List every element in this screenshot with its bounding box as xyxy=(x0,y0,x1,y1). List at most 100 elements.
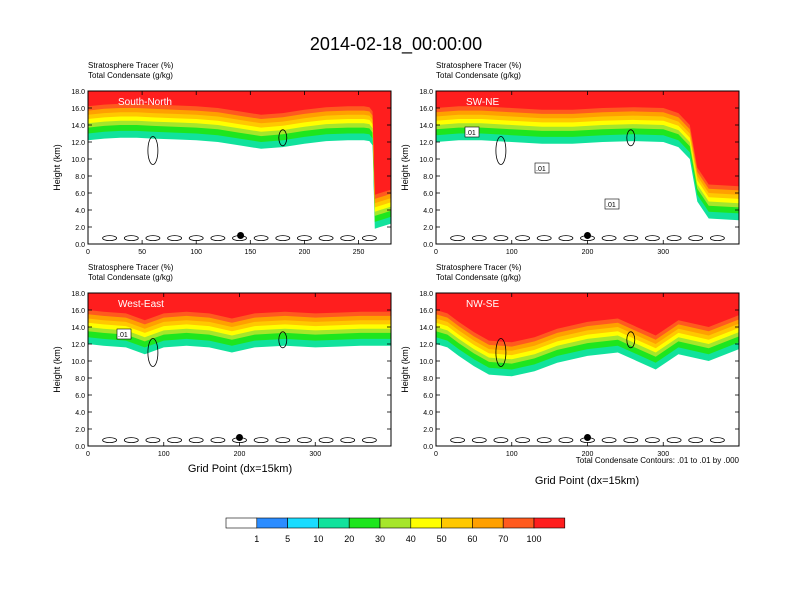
y-tick-label: 6.0 xyxy=(423,191,433,198)
colorbar-label: 40 xyxy=(406,534,416,544)
y-tick-label: 10.0 xyxy=(419,359,433,366)
y-tick-label: 0.0 xyxy=(75,444,85,451)
cloud-contour xyxy=(253,235,269,242)
tracer-band-4 xyxy=(88,91,391,212)
contour-note: Total Condensate Contours: .01 to .01 by… xyxy=(576,456,740,465)
cloud-contour xyxy=(188,437,204,444)
colorbar-swatch xyxy=(225,517,258,529)
tracer-band-0 xyxy=(88,91,391,195)
x-axis: 0 100 200 300 xyxy=(86,293,321,458)
tracer-field xyxy=(88,91,391,242)
colorbar-label: 20 xyxy=(344,534,354,544)
tracer-band-3 xyxy=(88,91,391,208)
cloud-contour xyxy=(450,235,466,242)
y-axis-label: Height (km) xyxy=(52,144,62,191)
cloud-contour xyxy=(147,338,159,367)
tracer-field xyxy=(436,293,739,444)
contour-label: .01 xyxy=(466,130,476,137)
cloud-contour xyxy=(536,437,552,444)
cloud-contour xyxy=(493,437,509,444)
y-axis: 0.0 2.0 4.0 6.0 8.0 10.0 12.0 14.0 16.0 18.0 xyxy=(419,89,739,249)
y-tick-label: 14.0 xyxy=(71,325,85,332)
tracer-band-0 xyxy=(436,91,739,187)
cloud-contour xyxy=(645,437,660,444)
cloud-contour xyxy=(340,437,356,444)
y-tick-label: 12.0 xyxy=(71,342,85,349)
cloud-contour xyxy=(275,437,291,444)
cloud-contour xyxy=(296,437,312,444)
cloud-contour xyxy=(145,235,161,242)
y-tick-label: 2.0 xyxy=(423,225,433,232)
y-tick-label: 8.0 xyxy=(75,174,85,181)
cloud-contour xyxy=(558,235,574,242)
colorbar-swatch xyxy=(441,517,473,529)
colorbar-label: 1 xyxy=(254,534,259,544)
x-axis-label-right: Grid Point (dx=15km) xyxy=(535,475,639,487)
panel-label: SW-NE xyxy=(466,97,499,108)
cloud-contour xyxy=(623,437,639,444)
cloud-contour xyxy=(710,437,725,444)
x-axis: 0 100 200 300 xyxy=(434,91,669,256)
y-tick-label: 8.0 xyxy=(75,376,85,383)
cloud-contour xyxy=(450,437,466,444)
cloud-contour xyxy=(666,437,682,444)
y-tick-label: 12.0 xyxy=(419,342,433,349)
y-tick-label: 6.0 xyxy=(423,393,433,400)
cloud-contour xyxy=(471,437,487,444)
cloud-contour xyxy=(318,235,334,242)
y-tick-label: 18.0 xyxy=(71,89,85,96)
panel-field-title: Stratosphere Tracer (%) xyxy=(436,263,522,272)
x-tick-label: 0 xyxy=(86,249,90,256)
cloud-contour xyxy=(123,235,139,242)
colorbar-swatch xyxy=(318,517,350,529)
cloud-contour xyxy=(626,129,636,147)
panel-label: West-East xyxy=(118,299,164,310)
y-tick-label: 14.0 xyxy=(71,123,85,130)
y-tick-label: 14.0 xyxy=(419,123,433,130)
y-tick-label: 16.0 xyxy=(71,308,85,315)
location-marker xyxy=(584,434,591,441)
panel-label: South-North xyxy=(118,97,172,108)
cloud-contour xyxy=(601,437,617,444)
y-tick-label: 12.0 xyxy=(419,140,433,147)
colorbar-swatch xyxy=(533,517,566,529)
y-tick-label: 0.0 xyxy=(423,444,433,451)
y-tick-label: 4.0 xyxy=(75,410,85,417)
y-tick-label: 6.0 xyxy=(75,393,85,400)
cloud-contour xyxy=(318,437,334,444)
contour-label-box xyxy=(534,162,550,174)
x-axis: 0 50 100 150 200 250 xyxy=(86,91,364,256)
y-tick-label: 0.0 xyxy=(75,242,85,249)
contour-label-box xyxy=(116,328,132,340)
colorbar: 1 5 10 20 30 40 50 60 70 100 xyxy=(225,517,566,544)
panel-nw-se: 0.0 2.0 4.0 6.0 8.0 10.0 12.0 14.0 16.0 18.0 0 100 2… xyxy=(400,263,740,458)
cloud-contour xyxy=(361,235,377,242)
cloud-contour xyxy=(710,235,725,242)
tracer-field xyxy=(436,91,739,242)
figure-title: 2014-02-18_00:00:00 xyxy=(310,34,482,55)
x-tick-label: 200 xyxy=(582,249,594,256)
colorbar-swatch xyxy=(287,517,319,529)
cloud-contour xyxy=(210,437,226,444)
colorbar-label: 10 xyxy=(313,534,323,544)
panel-contour-title: Total Condensate (g/kg) xyxy=(436,273,521,282)
y-tick-label: 16.0 xyxy=(419,106,433,113)
tracer-band-0 xyxy=(436,293,739,343)
plot-frame xyxy=(87,90,392,245)
colorbar-swatch xyxy=(410,517,442,529)
y-axis: 0.0 2.0 4.0 6.0 8.0 10.0 12.0 14.0 16.0 18.0 xyxy=(419,291,739,451)
cloud-contour xyxy=(102,437,117,444)
contour-label-box xyxy=(464,126,480,138)
y-tick-label: 8.0 xyxy=(423,174,433,181)
y-tick-label: 4.0 xyxy=(423,208,433,215)
x-tick-label: 50 xyxy=(138,249,146,256)
contour-label-box xyxy=(604,198,620,210)
cloud-contour xyxy=(645,235,660,242)
cloud-contour xyxy=(275,235,291,242)
y-tick-label: 2.0 xyxy=(75,427,85,434)
y-tick-label: 2.0 xyxy=(423,427,433,434)
colorbar-label: 70 xyxy=(498,534,508,544)
panel-field-title: Stratosphere Tracer (%) xyxy=(88,61,174,70)
y-tick-label: 10.0 xyxy=(71,359,85,366)
